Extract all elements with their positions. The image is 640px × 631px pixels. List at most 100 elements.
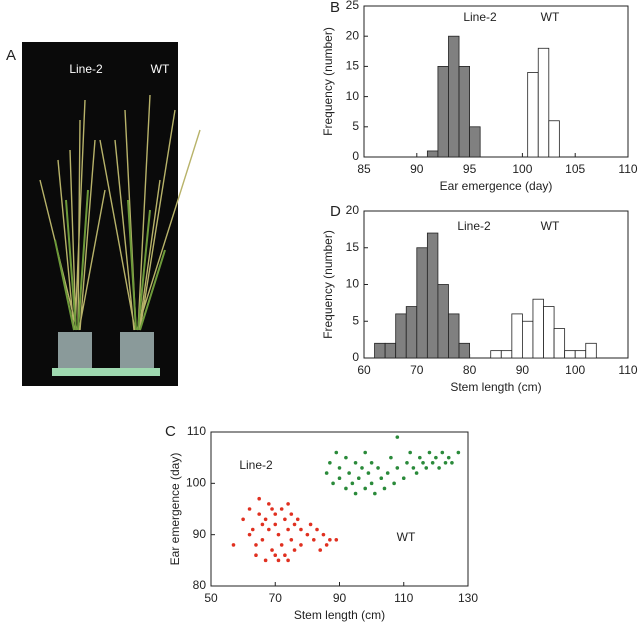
scatter-point <box>292 548 297 552</box>
scatter-point <box>260 538 265 542</box>
scatter-point <box>324 543 329 547</box>
scatter-point <box>308 522 313 527</box>
x-tick-label: 70 <box>269 591 283 605</box>
histogram-bar <box>537 47 550 158</box>
y-tick-label: 5 <box>352 313 359 327</box>
series-annotation: Line-2 <box>239 458 273 472</box>
scatter-point <box>418 455 422 460</box>
series-annotation: WT <box>397 530 416 544</box>
scatter-point <box>395 435 400 439</box>
scatter-point <box>337 466 342 470</box>
scatter-point <box>385 471 390 475</box>
x-tick-label: 95 <box>463 162 477 176</box>
x-tick-label: 110 <box>618 363 637 377</box>
x-tick-label: 100 <box>512 162 532 176</box>
histogram-bar <box>548 120 560 158</box>
scatter-point <box>257 496 261 501</box>
y-tick-label: 110 <box>187 424 206 438</box>
scatter-point <box>279 543 284 547</box>
scatter-point <box>321 532 326 537</box>
histogram-bar <box>395 313 407 359</box>
scatter-point <box>283 517 287 522</box>
scatter-point <box>379 476 384 481</box>
x-tick-label: 90 <box>333 591 347 605</box>
scatter-point <box>260 522 265 527</box>
scatter-point <box>295 517 300 522</box>
y-tick-label: 10 <box>346 89 360 103</box>
histogram-bar <box>426 232 439 359</box>
plot-frame <box>363 5 629 158</box>
scatter-point <box>434 455 438 460</box>
histogram-bar <box>437 284 449 359</box>
panel-label: C <box>165 423 176 440</box>
scatter-point <box>353 491 358 496</box>
scatter-point <box>405 461 409 465</box>
y-tick-label: 5 <box>352 119 359 133</box>
tray <box>52 368 160 376</box>
scatter-point <box>401 476 406 481</box>
histogram-bar <box>416 247 428 359</box>
x-tick-label: 105 <box>565 162 585 176</box>
scatter-point <box>440 450 445 455</box>
scatter-point <box>395 466 400 470</box>
y-tick-label: 20 <box>346 28 360 42</box>
scatter-point <box>257 512 261 516</box>
y-tick-label: 0 <box>352 350 359 364</box>
y-tick-label: 20 <box>346 203 360 217</box>
x-tick-label: 110 <box>394 591 413 605</box>
scatter-point <box>254 553 258 557</box>
y-tick-label: 80 <box>193 578 207 592</box>
scatter-point <box>424 466 429 470</box>
histogram-bar <box>426 150 439 158</box>
scatter-point <box>347 471 351 475</box>
scatter-point <box>312 538 316 542</box>
histogram-bar <box>374 342 386 359</box>
scatter-point <box>331 481 335 486</box>
y-axis-label: Frequency (number) <box>321 27 335 136</box>
histogram-bar <box>469 126 481 158</box>
scatter-point <box>273 553 278 557</box>
photo-annotation: Line-2 <box>69 62 103 76</box>
scatter-point <box>411 466 416 470</box>
scatter-point <box>356 476 361 481</box>
y-axis-label: Frequency (number) <box>321 230 335 339</box>
scatter-point <box>363 450 368 455</box>
scatter-point <box>389 455 393 460</box>
scatter-point <box>283 553 287 557</box>
x-axis-label: Stem length (cm) <box>450 380 541 394</box>
scatter-point <box>366 471 371 475</box>
histogram-bar <box>564 350 576 359</box>
scatter-point <box>292 522 297 527</box>
series-annotation: WT <box>541 10 560 24</box>
scatter-point <box>318 548 323 552</box>
scatter-point <box>328 461 332 465</box>
series-annotation: WT <box>541 219 560 233</box>
histogram-bar <box>490 350 502 359</box>
pot <box>120 332 154 370</box>
series-annotation: Line-2 <box>463 10 497 24</box>
leaves <box>54 189 166 331</box>
histogram-bar <box>448 35 460 158</box>
histogram-bar <box>511 313 523 359</box>
x-tick-label: 100 <box>565 363 585 377</box>
scatter-point <box>360 466 364 470</box>
x-tick-label: 80 <box>463 363 477 377</box>
histogram-bar <box>500 350 513 359</box>
y-tick-label: 15 <box>346 240 360 254</box>
y-tick-label: 15 <box>346 59 360 73</box>
x-tick-label: 110 <box>618 162 637 176</box>
scatter-point <box>376 466 380 470</box>
panel-label: D <box>330 203 341 220</box>
panel-label: B <box>330 0 340 16</box>
scatter-point <box>241 517 245 522</box>
y-tick-label: 10 <box>346 277 360 291</box>
scatter-point <box>231 543 236 547</box>
histogram-bar <box>522 320 534 359</box>
scatter-point <box>363 486 368 491</box>
scatter-point <box>382 486 387 491</box>
histogram-bar <box>553 328 566 359</box>
scatter-point <box>289 512 294 516</box>
scatter-point <box>369 461 374 465</box>
scatter-point <box>289 538 294 542</box>
